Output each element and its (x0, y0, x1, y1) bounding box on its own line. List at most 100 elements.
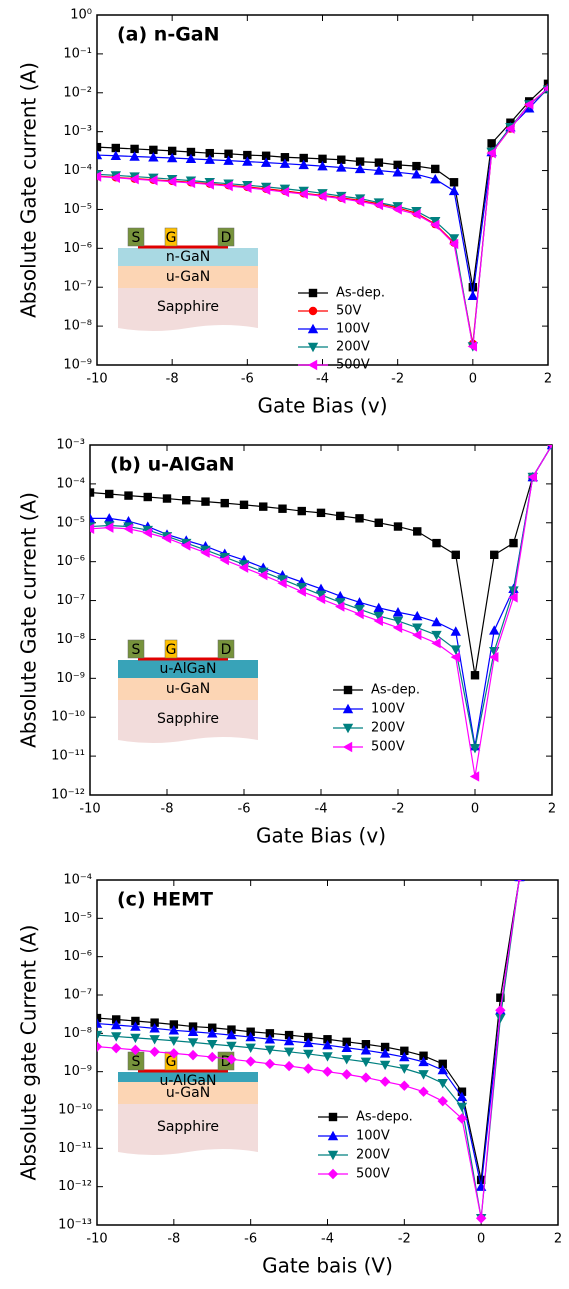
marker (186, 147, 196, 157)
marker (304, 1032, 313, 1042)
marker (322, 1066, 333, 1077)
marker (456, 1102, 468, 1113)
marker (341, 1055, 352, 1065)
x-tick-label: -8 (167, 1232, 180, 1247)
marker (243, 150, 252, 160)
marker (392, 607, 404, 617)
marker (283, 1035, 295, 1046)
marker (150, 1018, 159, 1027)
marker (161, 533, 172, 544)
x-tick-label: 2 (554, 1232, 562, 1247)
marker (110, 150, 121, 160)
marker (162, 494, 172, 503)
y-tick-label: 10⁻³ (63, 124, 92, 139)
legend-label: 200V (371, 721, 405, 736)
marker (392, 616, 404, 627)
marker (360, 1072, 372, 1083)
marker (90, 488, 95, 497)
marker (354, 196, 365, 207)
marker (355, 157, 365, 166)
x-tick-label: 2 (548, 802, 556, 817)
marker (374, 158, 384, 167)
y-tick-label: 10⁻⁹ (63, 1064, 92, 1079)
marker (412, 623, 423, 633)
marker (260, 184, 271, 195)
x-tick-label: -6 (241, 372, 254, 387)
marker (431, 638, 441, 649)
marker (187, 1026, 199, 1036)
marker (489, 651, 499, 663)
marker (264, 1058, 276, 1070)
marker (277, 577, 287, 589)
marker (437, 1095, 448, 1107)
layer (118, 660, 258, 678)
y-tick-label: 10⁻³ (56, 438, 85, 453)
marker (373, 611, 384, 622)
marker (432, 538, 441, 548)
layer (118, 678, 258, 700)
plot (97, 79, 548, 352)
marker (431, 164, 440, 174)
marker (450, 651, 460, 663)
contact (217, 227, 235, 247)
y-tick-label: 10⁻⁴ (63, 873, 92, 888)
marker (242, 156, 253, 166)
marker (437, 1064, 448, 1075)
marker (279, 158, 291, 168)
legend-label: 200V (336, 340, 370, 355)
marker (149, 145, 158, 155)
y-tick-label: 10⁻⁷ (63, 988, 92, 1003)
marker (335, 590, 346, 601)
marker (111, 143, 120, 153)
marker (187, 1038, 199, 1048)
marker (166, 176, 177, 187)
marker (495, 1013, 506, 1024)
marker (373, 199, 384, 211)
marker (280, 153, 290, 162)
layer (118, 288, 258, 331)
legend-marker (343, 685, 353, 695)
marker (469, 771, 480, 782)
legend-marker (327, 1168, 339, 1180)
marker (450, 626, 461, 636)
marker (399, 1051, 410, 1062)
marker (505, 123, 515, 134)
marker (97, 149, 103, 160)
marker (245, 1043, 256, 1053)
layer (118, 1082, 258, 1104)
marker (187, 1049, 199, 1061)
marker (419, 1051, 428, 1060)
x-tick-label: -4 (316, 372, 329, 387)
y-tick-label: 10⁻⁸ (63, 1026, 92, 1041)
legend-marker (327, 1150, 339, 1161)
y-tick-label: 10⁻⁸ (56, 632, 85, 647)
y-tick-label: 10⁻¹¹ (51, 749, 85, 764)
marker (469, 743, 481, 754)
contact-label: S (132, 642, 141, 658)
marker (448, 238, 459, 250)
contact (164, 227, 178, 247)
marker (355, 514, 364, 523)
legend-label: As-dep. (336, 286, 385, 301)
marker (220, 498, 229, 508)
layer-label: u-GaN (166, 1085, 210, 1101)
marker (336, 193, 346, 204)
x-tick-label: -4 (321, 1232, 334, 1247)
x-tick-label: -10 (79, 802, 100, 817)
marker (354, 163, 366, 174)
marker (204, 179, 214, 190)
marker (399, 1064, 410, 1074)
contact (217, 639, 235, 659)
marker (200, 547, 210, 558)
marker (411, 169, 422, 179)
marker (204, 154, 215, 164)
marker (207, 1040, 218, 1050)
marker (317, 190, 327, 202)
y-tick-label: 10⁻⁷ (63, 280, 92, 295)
marker (167, 146, 177, 156)
marker (496, 993, 505, 1002)
marker (393, 522, 403, 531)
